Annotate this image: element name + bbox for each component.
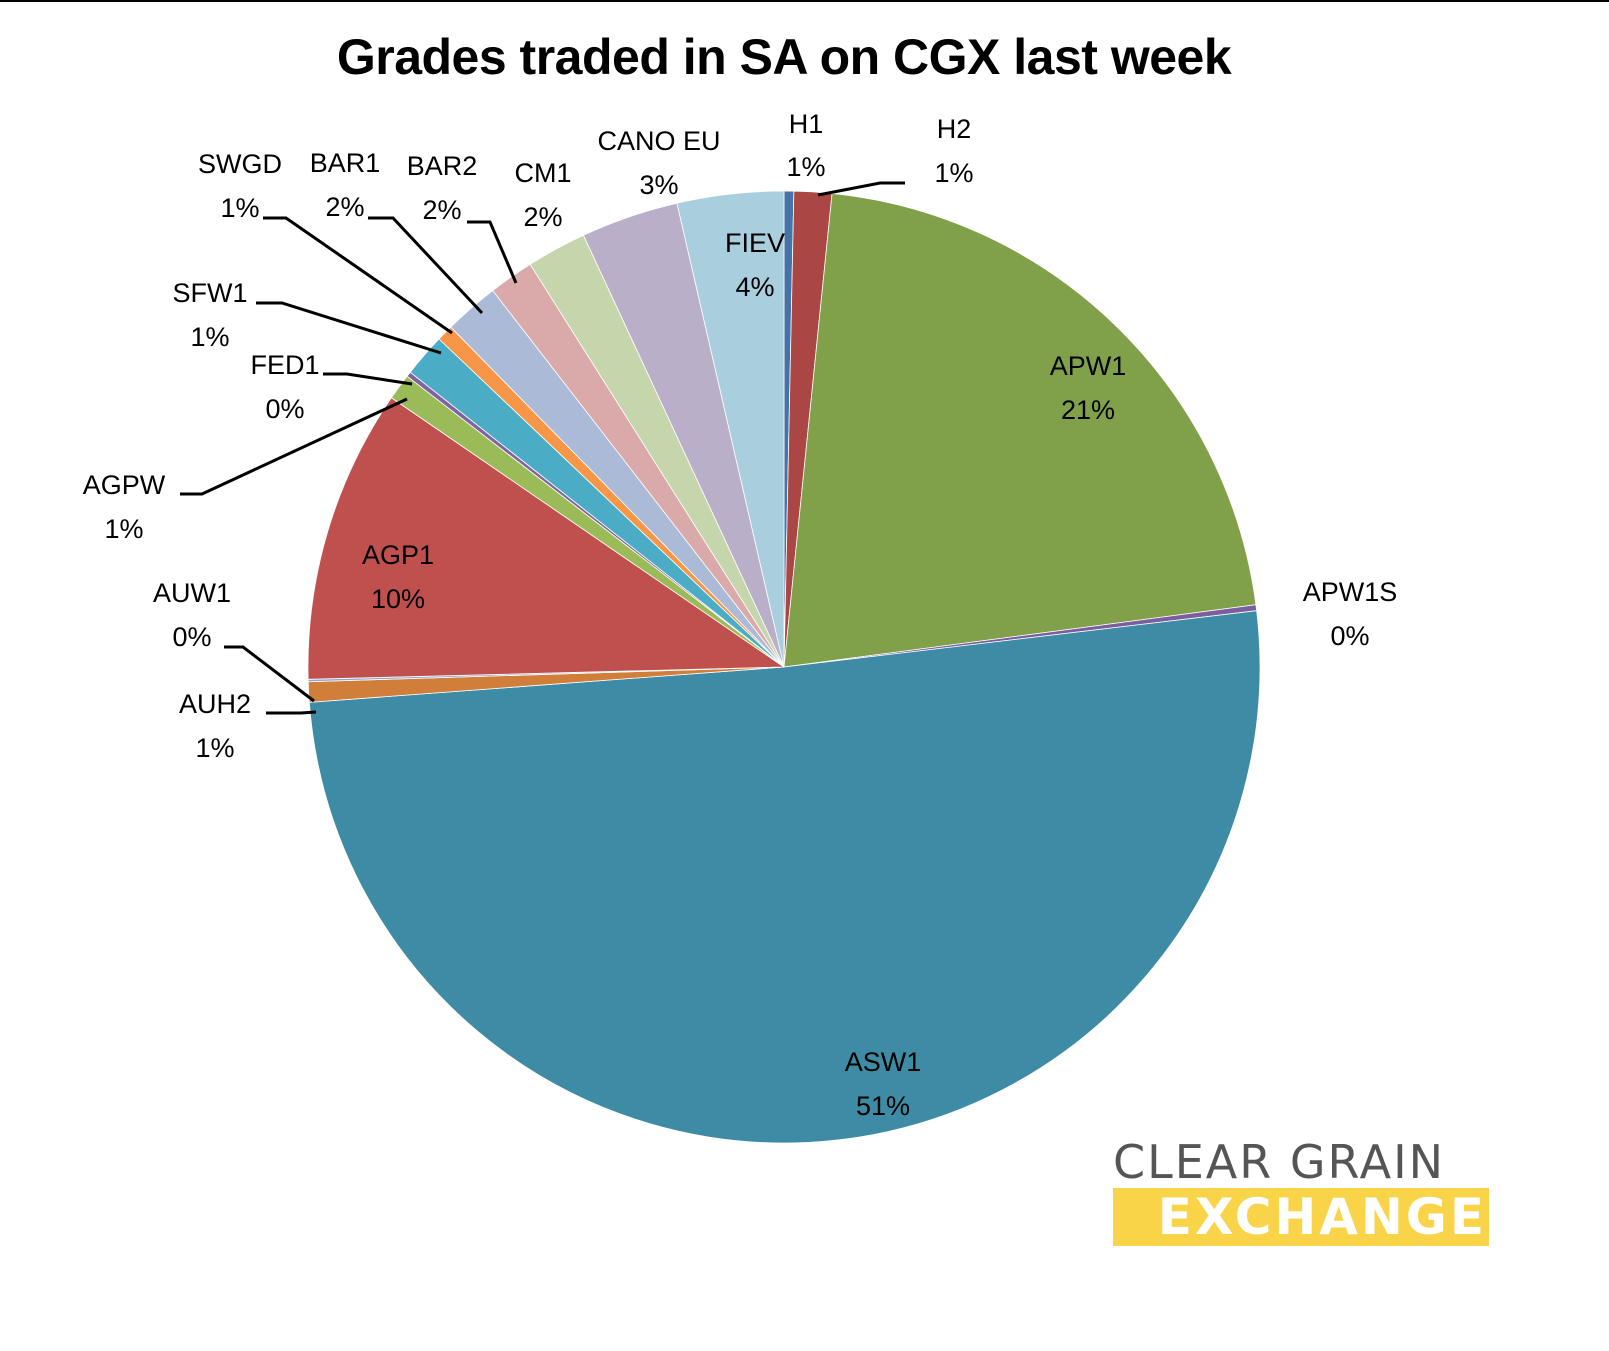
pie-slices [307,190,1261,1144]
label-auh2-name: AUH2 [179,689,251,719]
label-swgd-pct: 1% [220,193,259,223]
leader-line-auw1 [224,645,315,703]
label-apw1s-name: APW1S [1303,577,1398,607]
label-bar2-pct: 2% [422,195,461,225]
label-apw1-pct: 21% [1061,395,1115,425]
label-cano-eu-pct: 3% [639,170,678,200]
label-agp1-pct: 10% [371,584,425,614]
label-cm1-pct: 2% [523,202,562,232]
label-agp1-name: AGP1 [362,540,434,570]
pie-slice-apw1 [783,192,1257,668]
label-swgd-name: SWGD [198,149,282,179]
label-agpw-name: AGPW [83,470,166,500]
label-bar2-name: BAR2 [407,151,478,181]
label-apw1-name: APW1 [1050,351,1127,381]
label-auw1-pct: 0% [172,622,211,652]
pie-slice-asw1 [308,610,1261,1144]
label-cm1-name: CM1 [514,158,571,188]
label-asw1-name: ASW1 [845,1047,922,1077]
label-bar1-name: BAR1 [310,148,381,178]
leader-lines [180,181,905,715]
logo-line-1: CLEAR GRAIN [1113,1135,1446,1189]
leader-line-swgd [263,216,453,335]
label-sfw1-pct: 1% [190,322,229,352]
pie-slice-agp1 [307,397,786,680]
label-h2-pct: 1% [934,158,973,188]
label-h1-pct: 1% [786,152,825,182]
label-fed1-pct: 0% [265,394,304,424]
label-h1-name: H1 [789,109,824,139]
chart-title: Grades traded in SA on CGX last week [336,29,1232,85]
label-fed1-name: FED1 [250,350,319,380]
label-bar1-pct: 2% [325,192,364,222]
logo-line-2: EXCHANGE [1113,1188,1489,1246]
leader-line-fed1 [323,372,413,386]
label-cano-eu-name: CANO EU [597,126,720,156]
label-apw1s-pct: 0% [1330,621,1369,651]
label-auw1-name: AUW1 [153,578,231,608]
leader-line-auh2 [266,710,317,715]
label-fiev-pct: 4% [735,272,774,302]
label-sfw1-name: SFW1 [172,278,247,308]
pie-slice-fiev [676,190,785,668]
top-border [0,0,1609,2]
label-agpw-pct: 1% [104,514,143,544]
leader-line-sfw1 [256,301,442,355]
label-h2-name: H2 [937,114,972,144]
label-asw1-pct: 51% [856,1091,910,1121]
label-fiev-name: FIEV [725,228,785,258]
leader-line-agpw [180,397,408,496]
leader-line-bar1 [368,216,484,315]
leader-line-bar2 [467,220,518,284]
data-labels: H1 1% H2 1% APW1 21% APW1S 0% ASW1 51% A… [83,109,1398,1121]
clear-grain-exchange-logo: CLEAR GRAIN EXCHANGE [1113,1136,1489,1246]
label-auh2-pct: 1% [195,733,234,763]
leader-line-h2 [817,181,905,197]
